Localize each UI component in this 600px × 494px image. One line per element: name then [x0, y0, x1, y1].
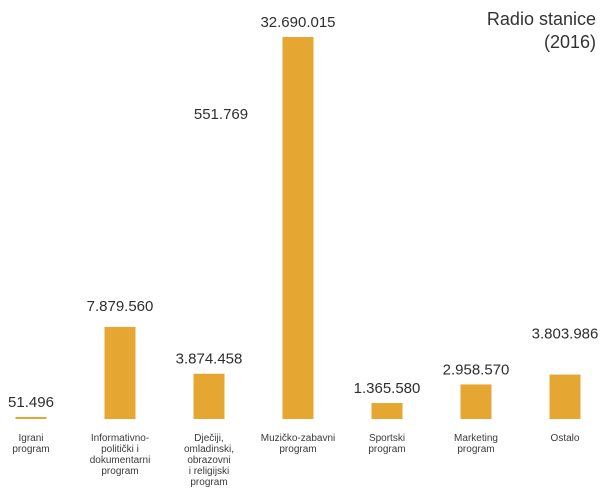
bar-5	[460, 384, 492, 419]
category-label-1-3: program	[101, 466, 138, 477]
bar-4	[371, 403, 403, 419]
category-label-2-2: obrazovni	[187, 455, 230, 466]
category-label-1-2: dokumentarni	[90, 455, 151, 466]
category-label-3-0: Muzičko-zabavni	[261, 433, 335, 444]
bar-3	[282, 37, 314, 419]
bar-2	[193, 373, 225, 419]
chart-title-line-1: Radio stanice	[486, 9, 596, 29]
bar-0	[15, 417, 47, 419]
category-label-2-4: program	[190, 477, 227, 488]
value-label-1: 7.879.560	[87, 298, 154, 315]
bar-6	[549, 374, 581, 419]
category-label-4-0: Sportski	[369, 433, 405, 444]
category-label-5-1: program	[457, 444, 494, 455]
chart-title-line-2: (2016)	[543, 32, 596, 52]
chart-title: Radio stanice (2016)	[487, 8, 596, 54]
category-label-5-0: Marketing	[454, 433, 498, 444]
value-label-3: 32.690.015	[260, 14, 335, 31]
category-label-3-1: program	[279, 444, 316, 455]
value-label-4: 1.365.580	[354, 380, 421, 397]
value-label-6: 3.803.986	[532, 326, 599, 343]
category-label-4-1: program	[368, 444, 405, 455]
category-label-6-0: Ostalo	[551, 433, 580, 444]
bar-1	[104, 326, 136, 419]
category-label-1-0: Informativno-	[91, 433, 149, 444]
value-label-0: 51.496	[8, 394, 54, 411]
category-label-2-0: Dječiji,	[194, 433, 223, 444]
stray-value-annotation: 551.769	[194, 106, 248, 123]
category-label-0-1: program	[12, 444, 49, 455]
category-label-2-1: omladinski,	[184, 444, 234, 455]
category-label-1-1: politički i	[101, 444, 139, 455]
value-label-2: 3.874.458	[176, 351, 243, 368]
value-label-5: 2.958.570	[443, 361, 510, 378]
category-label-0-0: Igrani	[18, 433, 43, 444]
category-label-2-3: i religijski	[189, 466, 230, 477]
